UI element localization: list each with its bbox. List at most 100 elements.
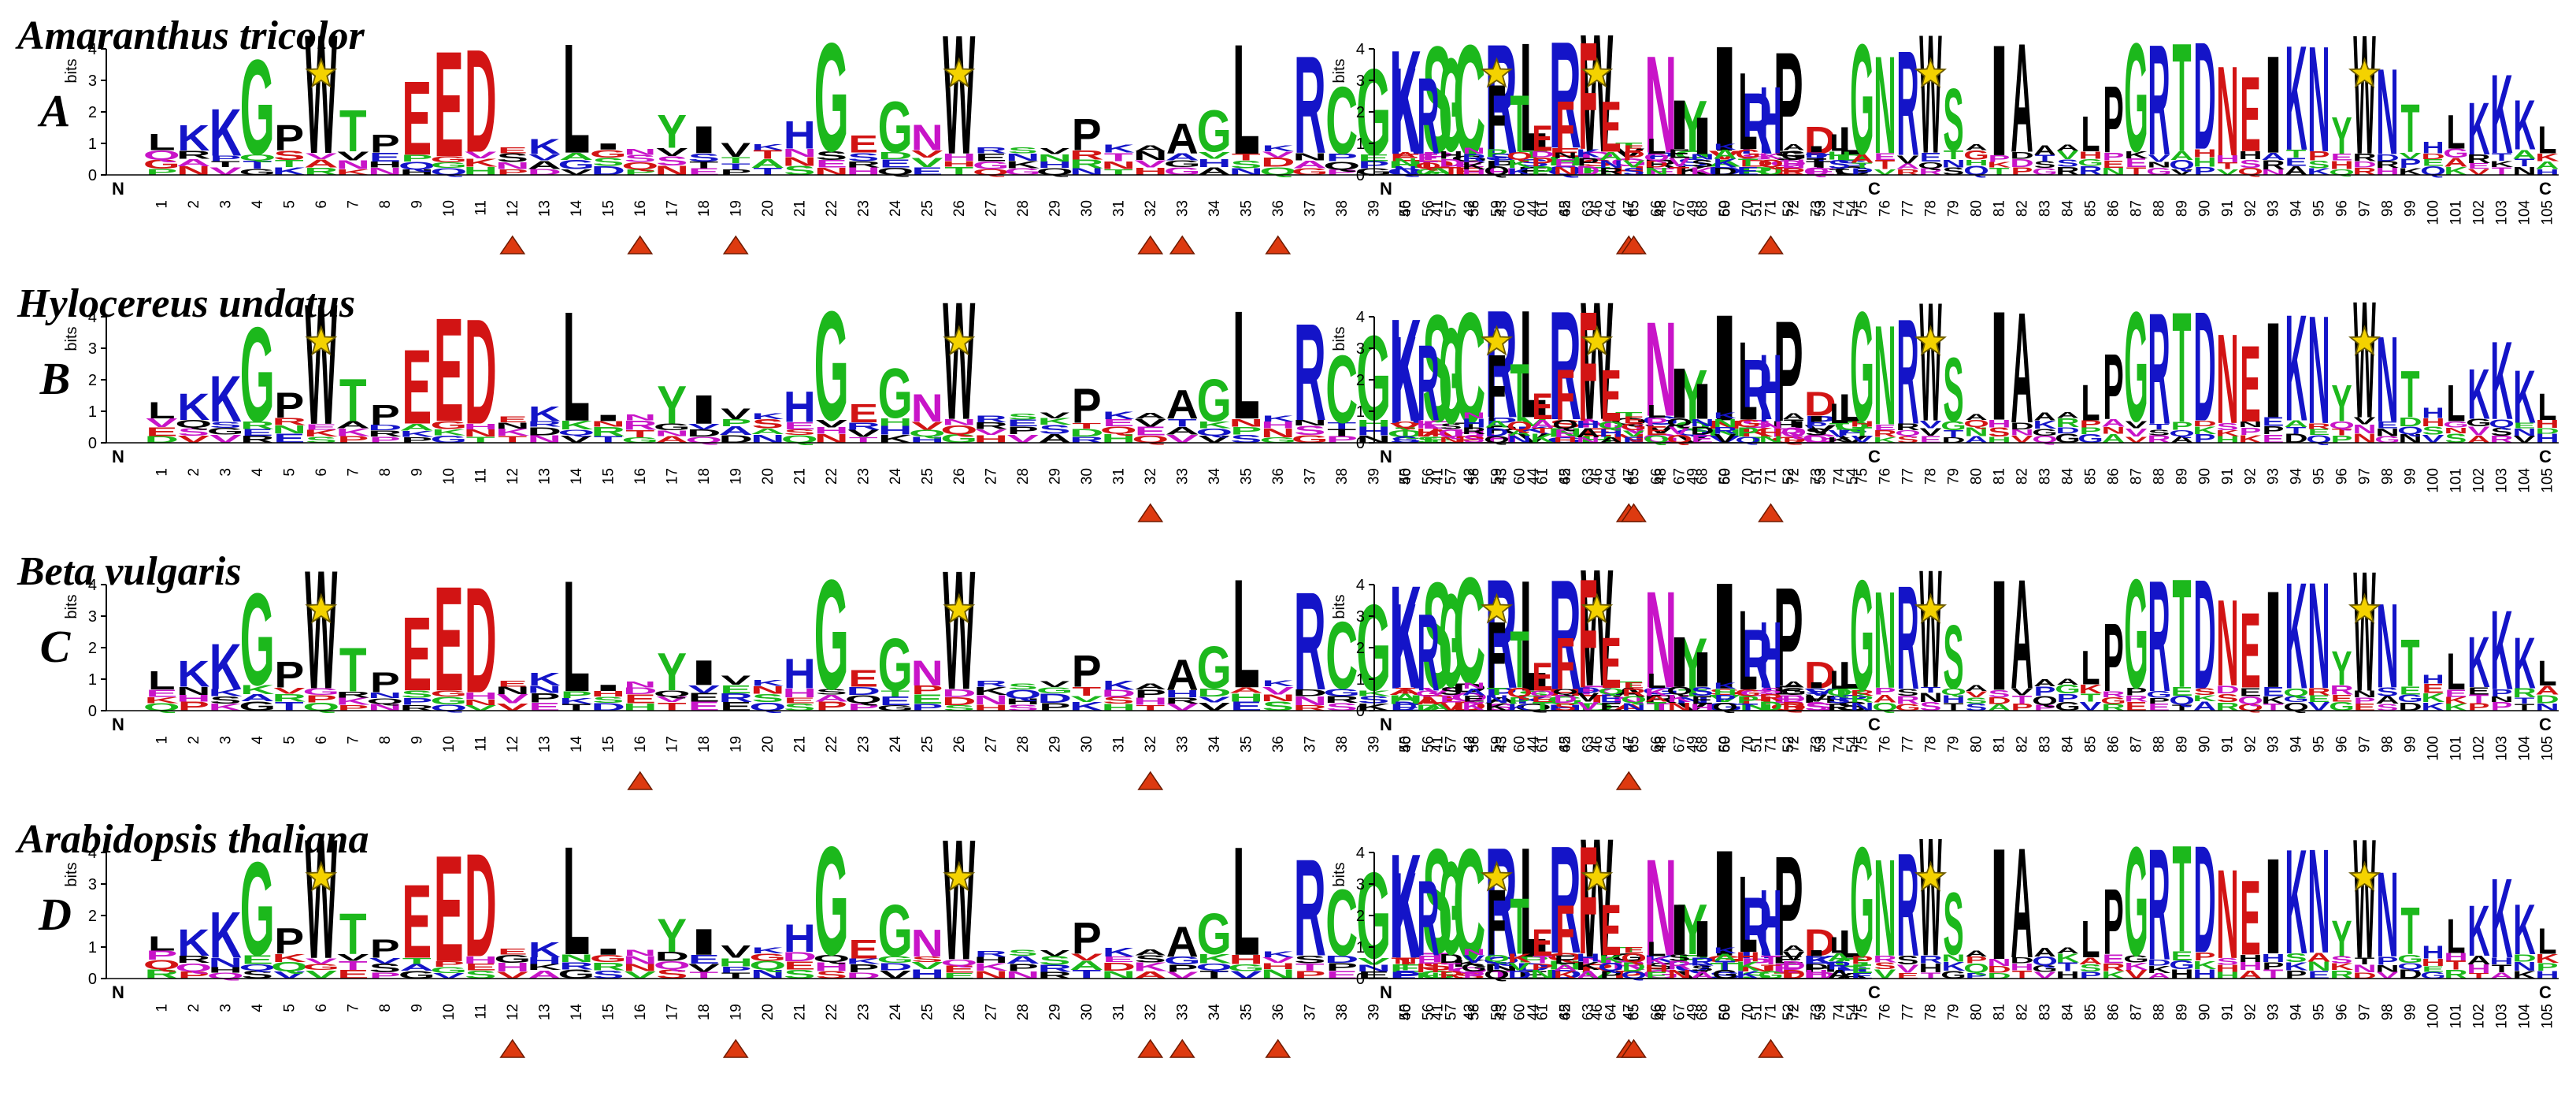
minor-residue-letter: D bbox=[1069, 427, 1104, 439]
position-label: 34 bbox=[1206, 200, 1223, 217]
residue-letter: K bbox=[2467, 891, 2489, 972]
position-label: 32 bbox=[1143, 468, 1159, 485]
residue-letter: P bbox=[1072, 914, 1102, 964]
position-label: 53 bbox=[1812, 200, 1829, 217]
residue-letter: W bbox=[943, 1, 975, 191]
minor-residue-letter: N bbox=[1553, 165, 1577, 178]
minor-residue-letter: K bbox=[1197, 420, 1232, 430]
position-label: 68 bbox=[1695, 736, 1711, 752]
residue-letter: L bbox=[148, 397, 176, 424]
position-label: 102 bbox=[2471, 200, 2488, 225]
residue-letter: L bbox=[1829, 398, 1848, 429]
position-label: 3 bbox=[217, 736, 234, 745]
y-tick-label: 4 bbox=[1356, 41, 1365, 58]
residue-letter: R bbox=[1896, 20, 1918, 188]
minor-residue-letter: P bbox=[1989, 154, 2011, 164]
position-label: 95 bbox=[2311, 200, 2328, 217]
position-label: 80 bbox=[1969, 1004, 1985, 1020]
position-label: 102 bbox=[2471, 1004, 2488, 1029]
minor-residue-letter: S bbox=[656, 154, 688, 169]
residue-letter: E bbox=[1623, 414, 1644, 425]
residue-letter: I bbox=[1670, 355, 1690, 434]
minor-residue-letter: H bbox=[1037, 160, 1072, 170]
minor-residue-letter: N bbox=[1941, 158, 1965, 170]
position-label: 84 bbox=[2060, 200, 2077, 217]
residue-letter: K bbox=[1714, 410, 1736, 420]
y-axis: 0 1 2 3 4 bits bbox=[63, 41, 107, 184]
residue-letter: R bbox=[1896, 555, 1918, 720]
star-marker bbox=[305, 57, 338, 88]
position-label: 37 bbox=[1302, 200, 1318, 217]
minor-residue-letter: A bbox=[559, 150, 594, 162]
minor-residue-letter: S bbox=[1294, 423, 1325, 437]
position-label: 21 bbox=[791, 200, 808, 217]
position-label: 4 bbox=[250, 200, 266, 209]
minor-residue-letter: S bbox=[273, 149, 305, 163]
residue-letter: K bbox=[1714, 142, 1736, 151]
triangle-marker bbox=[1758, 503, 1784, 522]
position-label: 17 bbox=[664, 736, 680, 752]
minor-residue-letter: K bbox=[304, 429, 339, 439]
minor-residue-letter: R bbox=[1896, 168, 1919, 176]
minor-residue-letter: S bbox=[2240, 158, 2262, 171]
residue-letter: K bbox=[209, 362, 242, 436]
minor-residue-letter: A bbox=[1707, 158, 1742, 169]
position-label: 58 bbox=[1466, 1004, 1483, 1020]
residue-letter: K bbox=[1262, 949, 1295, 959]
residue-letter: L bbox=[148, 129, 176, 155]
minor-residue-letter: H bbox=[1388, 160, 1423, 170]
position-label: 65 bbox=[1626, 468, 1643, 485]
position-label: 55 bbox=[1398, 736, 1414, 752]
star-marker bbox=[943, 57, 976, 88]
residue-letter: A bbox=[1134, 947, 1166, 956]
y-axis: 0 1 2 3 4 bits bbox=[63, 309, 107, 452]
position-label: 14 bbox=[569, 468, 585, 485]
residue-letter: H bbox=[1759, 68, 1781, 173]
position-label: 34 bbox=[1206, 736, 1223, 753]
minor-residue-letter: T bbox=[2492, 165, 2512, 177]
residue-letter: I bbox=[1670, 890, 1690, 970]
residue-letter: Y bbox=[2331, 106, 2352, 165]
residue-letter: R bbox=[2148, 815, 2170, 993]
minor-residue-letter: R bbox=[1069, 158, 1104, 171]
residue-letter: L bbox=[1232, 815, 1260, 988]
residue-letter: I bbox=[1989, 13, 2010, 190]
y-tick-label: 2 bbox=[1356, 372, 1365, 389]
residue-letter: L bbox=[562, 814, 590, 987]
position-label: 34 bbox=[1206, 1004, 1223, 1021]
position-label: 48 bbox=[1653, 200, 1670, 217]
residue-letter: V bbox=[721, 673, 751, 688]
residue-letter: G bbox=[240, 834, 275, 983]
position-label: 8 bbox=[377, 200, 394, 209]
position-label: 70 bbox=[1740, 468, 1757, 485]
residue-letter: E bbox=[1623, 681, 1644, 690]
residue-letter: A bbox=[1782, 143, 1805, 152]
residue-letter: N bbox=[1874, 295, 1896, 455]
residue-letter: A bbox=[1965, 949, 1988, 959]
minor-residue-letter: D bbox=[1644, 159, 1668, 170]
minor-residue-letter: K bbox=[463, 156, 498, 169]
residue-letter: T bbox=[2400, 626, 2419, 701]
residue-letter: I bbox=[1692, 911, 1713, 969]
position-label: 58 bbox=[1466, 200, 1483, 217]
residue-letter: H bbox=[784, 650, 816, 698]
residue-letter: E bbox=[434, 555, 464, 722]
residue-letter: H bbox=[2422, 138, 2444, 157]
minor-residue-letter: T bbox=[625, 428, 654, 440]
residue-letter: T bbox=[1510, 78, 1529, 169]
position-label: 68 bbox=[1695, 1004, 1711, 1020]
triangle-marker bbox=[722, 235, 749, 254]
position-label: 104 bbox=[2517, 1004, 2533, 1029]
residue-letter: S bbox=[1008, 411, 1038, 421]
position-label: 21 bbox=[791, 1004, 808, 1020]
residue-letter: N bbox=[624, 948, 656, 957]
minor-residue-letter: H bbox=[1611, 164, 1646, 177]
position-label: 95 bbox=[2311, 468, 2328, 485]
residue-letter: A bbox=[2033, 677, 2055, 689]
y-tick-label: 0 bbox=[88, 703, 97, 720]
minor-residue-letter: D bbox=[2010, 157, 2033, 169]
position-label: 25 bbox=[919, 468, 936, 485]
minor-residue-letter: E bbox=[1669, 147, 1691, 161]
position-label: 73 bbox=[1809, 200, 1825, 217]
minor-residue-letter: G bbox=[1674, 148, 1711, 161]
